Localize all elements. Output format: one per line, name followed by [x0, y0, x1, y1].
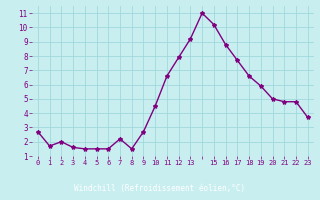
Text: Windchill (Refroidissement éolien,°C): Windchill (Refroidissement éolien,°C): [75, 184, 245, 193]
